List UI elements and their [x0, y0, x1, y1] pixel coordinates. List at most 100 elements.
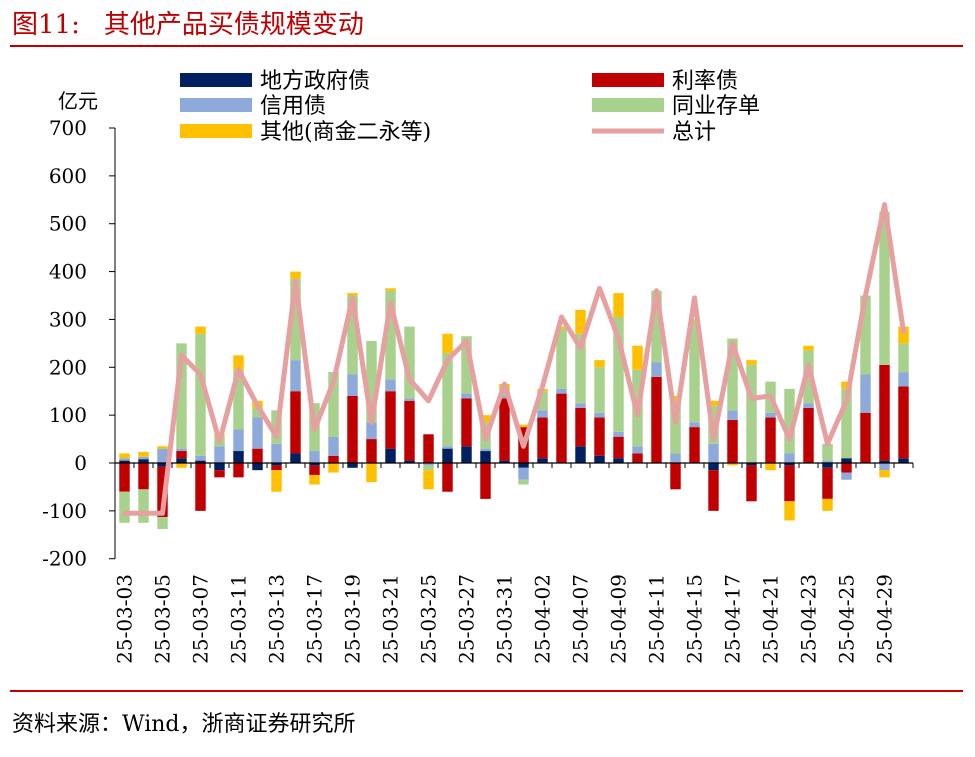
bar-segment [765, 463, 776, 471]
bar-segment [746, 465, 757, 502]
bar-segment [632, 345, 643, 370]
bar-segment [898, 326, 909, 344]
x-tick-label: 25-03-13 [265, 574, 289, 664]
bar-segment [385, 288, 396, 291]
bar-segment [271, 443, 282, 463]
bar-segment [328, 436, 339, 456]
total-line [122, 202, 906, 516]
y-tick-label: 200 [49, 355, 87, 379]
bar-segment [423, 434, 434, 463]
bar-segment [575, 407, 586, 447]
bar-segment [898, 458, 909, 463]
bar-segment [784, 501, 795, 521]
bar-segment [461, 398, 472, 447]
bar-segment [822, 467, 833, 499]
bar-segment [708, 470, 719, 511]
bar-segment [423, 463, 434, 466]
bar-segment [499, 398, 510, 461]
bar-segment [822, 460, 833, 463]
bar-segment [784, 388, 795, 454]
bar-segment [670, 400, 681, 454]
bar-segment [138, 456, 149, 460]
bar-segment [309, 465, 320, 475]
bar-segment [442, 352, 453, 447]
bar-segment [195, 455, 206, 461]
bar-segment [556, 326, 567, 329]
bar-segment [214, 463, 225, 471]
bar-segment [480, 415, 491, 423]
bar-segment [613, 436, 624, 459]
bar-segment [157, 463, 168, 467]
legend-swatch [592, 73, 664, 87]
bar-segment [157, 448, 168, 463]
x-tick-label: 25-03-21 [379, 574, 403, 664]
bar-segment [594, 360, 605, 368]
bar-segment [518, 463, 529, 468]
legend-swatch [180, 124, 252, 138]
bar-segment [689, 321, 700, 423]
bar-segment [214, 446, 225, 463]
x-tick-label: 25-03-17 [303, 574, 327, 664]
bar-segment [157, 466, 168, 518]
bar-segment [841, 388, 852, 459]
bar-segment [347, 463, 358, 468]
bar-segment [328, 372, 339, 437]
bar-segment [613, 458, 624, 463]
bar-segment [404, 398, 415, 401]
bar-segment [841, 472, 852, 480]
bar-segment [860, 374, 871, 413]
bar-segment [214, 470, 225, 478]
bar-segment [594, 412, 605, 418]
bar-segment [233, 463, 244, 478]
bar-segment [233, 429, 244, 452]
bar-segment [480, 451, 491, 463]
x-tick-label: 25-04-17 [721, 574, 745, 664]
x-tick-label: 25-04-11 [645, 574, 669, 664]
bar-segment [689, 319, 700, 322]
bar-segment [670, 463, 681, 490]
bar-segment [347, 396, 358, 463]
bar-segment [518, 479, 529, 485]
bar-segment [841, 463, 852, 473]
bar-segment [803, 345, 814, 351]
bar-segment [765, 417, 776, 463]
bar-segment [803, 350, 814, 404]
bar-segment [537, 391, 548, 411]
y-tick-label: 500 [49, 212, 87, 236]
bar-segment [157, 446, 168, 449]
legend-label: 地方政府债 [260, 69, 370, 94]
x-tick-label: 25-04-23 [797, 574, 821, 664]
bar-segment [499, 396, 510, 399]
bar-segment [651, 362, 662, 377]
bar-segment [784, 453, 795, 463]
source-rule [10, 690, 963, 692]
y-tick-label: 600 [49, 164, 87, 188]
bar-segment [746, 463, 757, 466]
bar-segment [879, 211, 890, 365]
bar-segment [195, 326, 206, 334]
title-rule [10, 45, 963, 47]
bar-segment [594, 455, 605, 463]
bar-segment [138, 451, 149, 457]
bar-segment [632, 446, 643, 454]
y-tick-label: 0 [74, 451, 87, 475]
bar-segment [518, 467, 529, 480]
bar-segment [176, 463, 187, 468]
bar-segment [860, 412, 871, 463]
bar-segment [860, 295, 871, 375]
bar-segment [803, 407, 814, 463]
x-tick-label: 25-04-09 [607, 574, 631, 664]
legend-label: 利率债 [672, 69, 738, 94]
bar-segment [442, 448, 453, 463]
bar-segment [898, 343, 909, 373]
bar-segment [309, 451, 320, 463]
bar-segment [442, 333, 453, 353]
bar-segment [366, 463, 377, 483]
y-tick-label: 700 [49, 116, 87, 140]
legend-label: 总计 [672, 120, 716, 145]
bar-segment [670, 396, 681, 401]
bar-segment [689, 427, 700, 463]
x-tick-label: 25-03-19 [341, 574, 365, 664]
y-unit-label: 亿元 [58, 89, 98, 113]
bar-segment [290, 271, 301, 279]
